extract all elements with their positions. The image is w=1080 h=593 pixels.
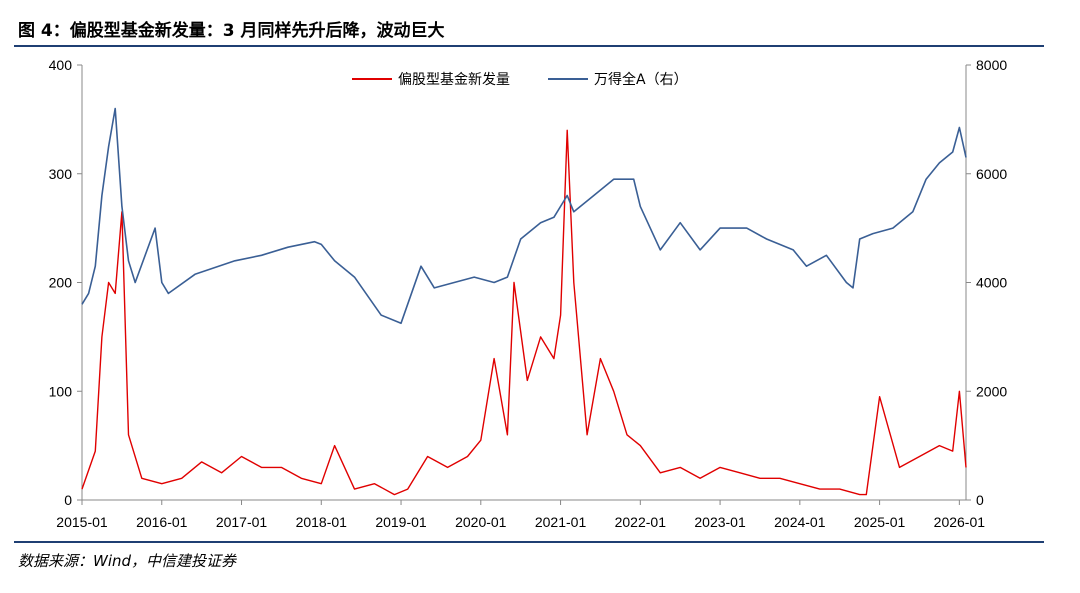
x-tick-label: 2025-01 (854, 514, 906, 530)
x-tick-label: 2015-01 (56, 514, 108, 530)
left-tick-label: 300 (49, 166, 73, 182)
x-tick-label: 2018-01 (296, 514, 348, 530)
source-note: 数据来源：Wind，中信建投证券 (18, 552, 237, 570)
x-tick-label: 2024-01 (774, 514, 826, 530)
left-tick-label: 100 (49, 383, 73, 399)
right-axis-ticks: 0 2000 4000 6000 8000 (966, 57, 1007, 508)
wind-all-a-line (81, 107, 967, 325)
legend-item-fund-label: 偏股型基金新发量 (398, 71, 510, 88)
left-tick-label: 400 (49, 57, 73, 73)
x-tick-label: 2017-01 (216, 514, 268, 530)
x-tick-label: 2020-01 (455, 514, 507, 530)
bottom-rule (14, 541, 1044, 543)
x-tick-label: 2021-01 (535, 514, 587, 530)
left-axis-ticks: 0 100 200 300 400 (49, 57, 82, 508)
left-tick-label: 0 (64, 492, 72, 508)
legend-item-index-label: 万得全A（右） (594, 71, 688, 88)
x-tick-label: 2016-01 (136, 514, 188, 530)
fund-issuance-line (81, 129, 967, 496)
x-tick-label: 2023-01 (694, 514, 746, 530)
x-tick-label: 2019-01 (375, 514, 427, 530)
x-axis-ticks: 2015-01 2016-01 2017-01 2018-01 2019-01 2020-… (56, 500, 985, 530)
plot-frame (81, 65, 967, 501)
left-tick-label: 200 (49, 275, 73, 291)
right-tick-label: 2000 (976, 383, 1007, 399)
right-tick-label: 4000 (976, 275, 1007, 291)
right-tick-label: 8000 (976, 57, 1007, 73)
x-tick-label: 2026-01 (934, 514, 986, 530)
top-rule (14, 45, 1044, 47)
x-tick-label: 2022-01 (615, 514, 667, 530)
legend: 偏股型基金新发量 万得全A（右） (352, 71, 688, 88)
series-layer (81, 107, 967, 496)
right-tick-label: 6000 (976, 166, 1007, 182)
figure-title: 图 4：偏股型基金新发量：3 月同样先升后降，波动巨大 (18, 21, 445, 41)
right-tick-label: 0 (976, 492, 984, 508)
